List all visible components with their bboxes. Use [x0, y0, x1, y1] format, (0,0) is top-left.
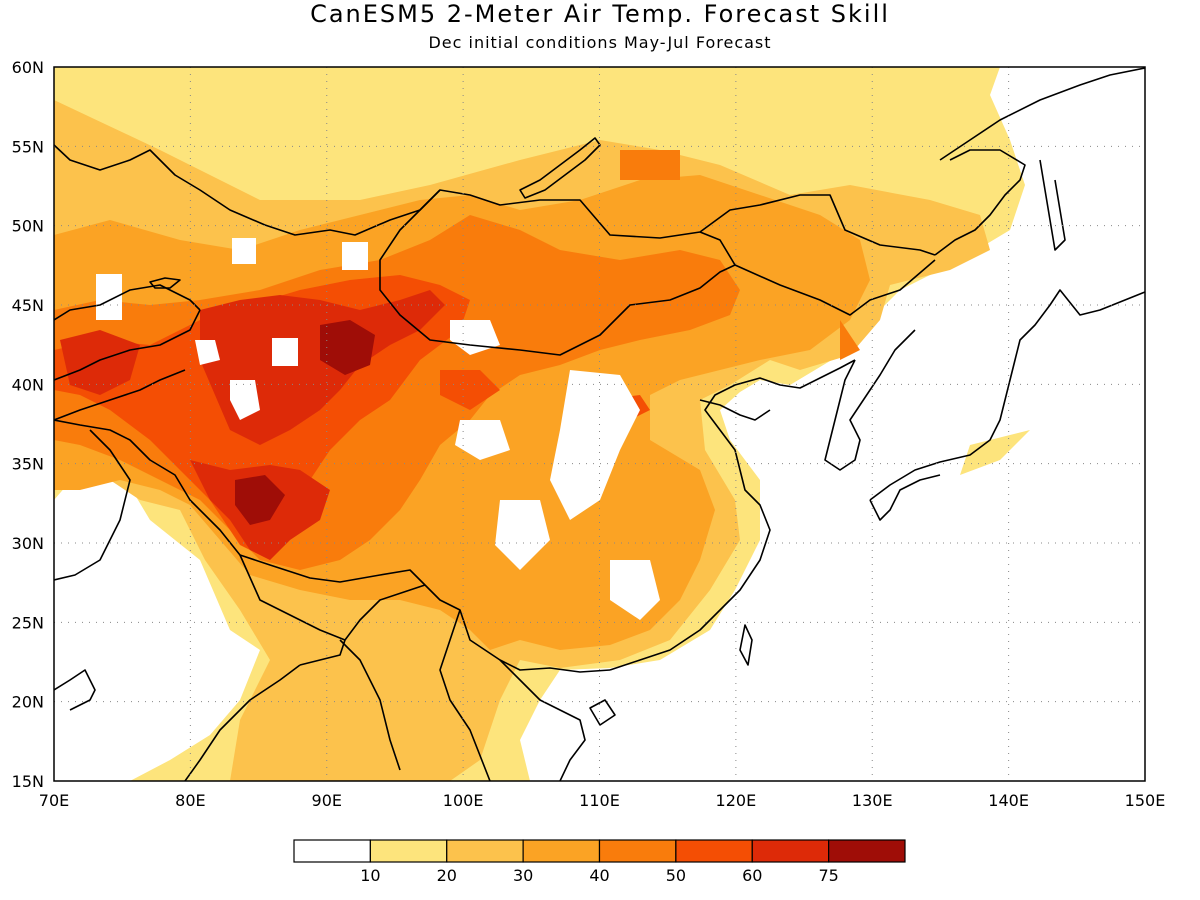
lat-label: 60N — [12, 58, 44, 77]
colorbar-label: 20 — [437, 866, 457, 885]
lat-label: 55N — [12, 137, 44, 156]
lake-balkhash — [149, 277, 181, 289]
mongolia-border — [379, 189, 736, 356]
colorbar-label: 75 — [818, 866, 838, 885]
india-north-border — [239, 554, 426, 641]
lon-label: 140E — [988, 791, 1029, 810]
lat-label: 35N — [12, 455, 44, 474]
lon-label: 150E — [1125, 791, 1166, 810]
indochina-coast — [499, 659, 586, 781]
lon-label: 70E — [39, 791, 69, 810]
lat-label: 50N — [12, 217, 44, 236]
colorbar-swatch — [828, 839, 906, 863]
china-coast — [609, 359, 856, 671]
myanmar-coast — [339, 639, 401, 771]
colorbar-swatch — [446, 839, 524, 863]
japan — [869, 289, 1145, 501]
colorbar-label: 40 — [589, 866, 609, 885]
graticule — [54, 67, 1145, 781]
pakistan-border — [54, 429, 131, 581]
lat-label: 45N — [12, 296, 44, 315]
russia-far-east-coast — [934, 149, 1026, 256]
longitude-labels: 70E 80E 90E 100E 110E 120E 130E 140E 150E — [39, 791, 1166, 810]
low-skill-holes — [96, 238, 660, 620]
colorbar-label: 50 — [666, 866, 686, 885]
colorbar-swatch — [522, 839, 601, 863]
sakhalin — [1039, 159, 1066, 251]
map-title: CanESM5 2-Meter Air Temp. Forecast Skill — [310, 0, 890, 28]
colorbar-swatch — [369, 839, 448, 863]
lon-label: 130E — [852, 791, 893, 810]
colorbar-swatch — [293, 839, 371, 863]
map-frame — [53, 66, 1146, 782]
colorbar-swatch — [598, 839, 677, 863]
colorbar-swatch — [675, 839, 753, 863]
colorbar: 10 20 30 40 50 60 75 — [293, 839, 906, 885]
lat-label: 20N — [12, 693, 44, 712]
china-west-border — [54, 284, 201, 321]
india-east-coast — [184, 664, 301, 781]
lat-label: 25N — [12, 613, 44, 632]
lon-label: 80E — [175, 791, 205, 810]
bangladesh-coast — [299, 639, 346, 666]
taiwan — [739, 624, 753, 666]
kazakhstan-border — [54, 309, 201, 381]
colorbar-label: 60 — [742, 866, 762, 885]
latitude-labels: 60N 55N 50N 45N 40N 35N 30N 25N 20N 15N — [12, 58, 44, 791]
map-subtitle: Dec initial conditions May-Jul Forecast — [428, 33, 772, 52]
lat-label: 30N — [12, 534, 44, 553]
colorbar-swatch — [751, 839, 830, 863]
indochina-border — [439, 609, 491, 781]
yellow-sea-coast — [699, 399, 771, 421]
japan-honshu-south — [869, 474, 941, 521]
lon-label: 110E — [579, 791, 620, 810]
lat-label: 15N — [12, 772, 44, 791]
russia-border — [54, 144, 936, 256]
china-north-border — [734, 259, 936, 316]
coastline-and-borders — [54, 67, 1145, 781]
skill-field — [54, 67, 1145, 781]
india-west-coast — [54, 669, 96, 711]
kamchatka-okhotsk-coast — [939, 67, 1145, 161]
lon-label: 90E — [312, 791, 342, 810]
lon-label: 100E — [443, 791, 484, 810]
korea-peninsula — [824, 329, 916, 471]
lon-label: 120E — [716, 791, 757, 810]
central-asia-border — [54, 369, 186, 421]
lat-label: 40N — [12, 375, 44, 394]
colorbar-label: 30 — [513, 866, 533, 885]
china-southwest-border — [54, 419, 611, 673]
skill-contour-75-plus — [235, 320, 375, 525]
colorbar-label: 10 — [360, 866, 380, 885]
hainan — [589, 699, 616, 726]
